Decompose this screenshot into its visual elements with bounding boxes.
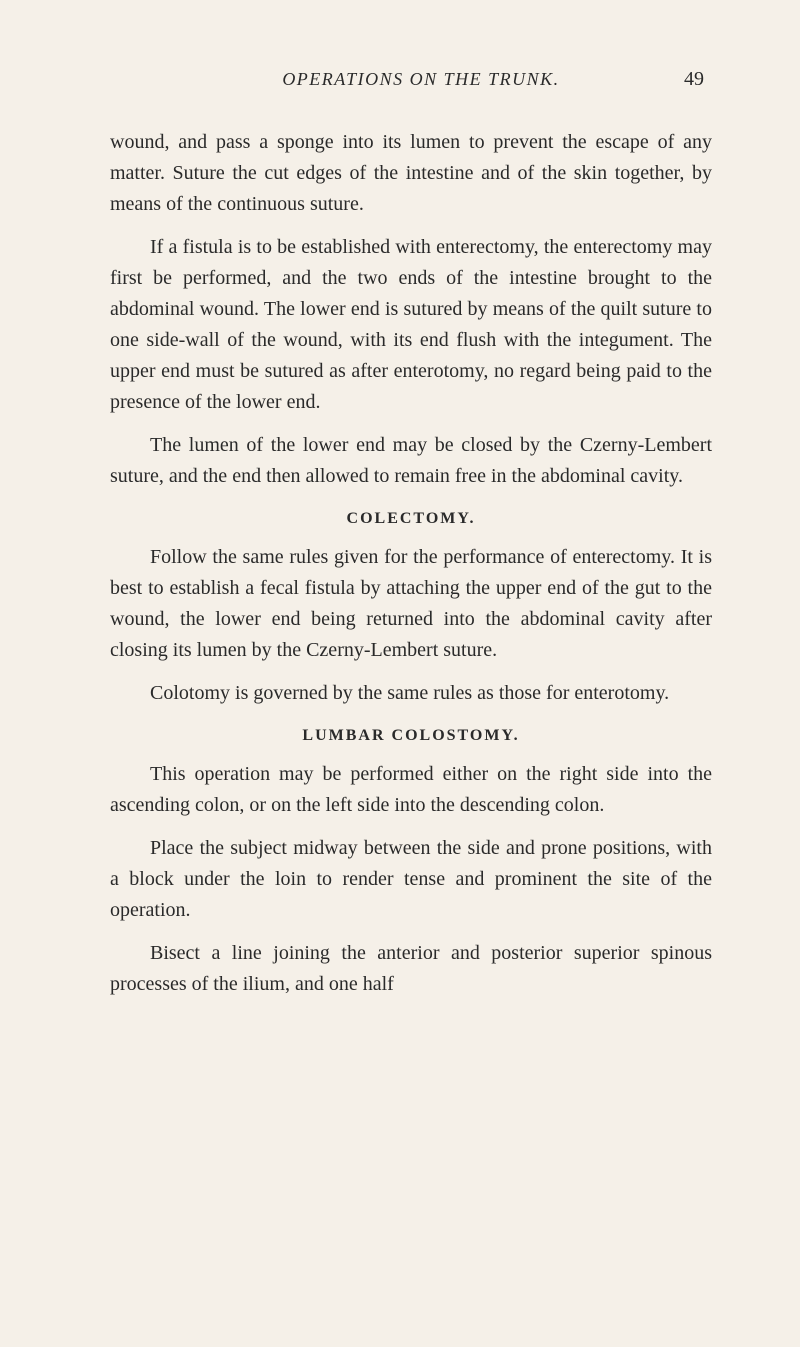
paragraph: Follow the same rules given for the perf… — [110, 542, 712, 666]
paragraph: Colotomy is governed by the same rules a… — [110, 678, 712, 709]
section-heading-colectomy: COLECTOMY. — [110, 510, 712, 528]
running-header: OPERATIONS ON THE TRUNK. 49 — [110, 68, 712, 91]
running-title: OPERATIONS ON THE TRUNK. — [158, 69, 684, 90]
paragraph: If a fistula is to be established with e… — [110, 232, 712, 418]
paragraph: Place the subject midway between the sid… — [110, 833, 712, 926]
paragraph-continuation: wound, and pass a sponge into its lumen … — [110, 127, 712, 220]
page-number: 49 — [684, 68, 704, 91]
paragraph: The lumen of the lower end may be closed… — [110, 430, 712, 492]
paragraph: This operation may be performed either o… — [110, 759, 712, 821]
section-heading-lumbar-colostomy: LUMBAR COLOSTOMY. — [110, 727, 712, 745]
paragraph: Bisect a line joining the anterior and p… — [110, 938, 712, 1000]
